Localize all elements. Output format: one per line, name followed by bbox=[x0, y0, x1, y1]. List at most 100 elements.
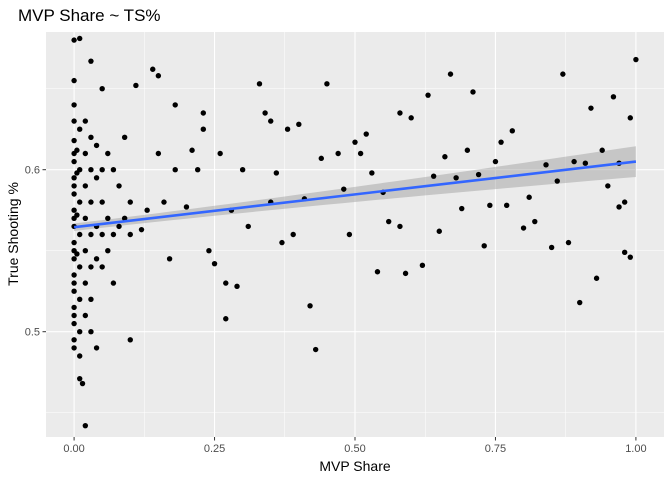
data-point bbox=[593, 275, 600, 281]
data-point bbox=[88, 134, 94, 140]
data-point bbox=[459, 205, 465, 212]
data-point bbox=[194, 167, 201, 173]
data-point bbox=[560, 71, 566, 77]
data-point bbox=[127, 231, 133, 238]
data-point bbox=[357, 150, 364, 157]
data-point bbox=[71, 77, 77, 84]
data-point bbox=[487, 202, 493, 209]
data-point bbox=[71, 239, 77, 246]
data-point bbox=[77, 264, 83, 270]
x-tick-label: 0.50 bbox=[344, 443, 365, 455]
data-point bbox=[189, 147, 195, 153]
data-point bbox=[71, 158, 77, 165]
data-point bbox=[71, 337, 77, 343]
data-point bbox=[155, 73, 162, 79]
data-point bbox=[273, 170, 280, 176]
data-point bbox=[318, 155, 324, 162]
data-point bbox=[82, 118, 89, 124]
y-axis-ticks: 0.5 0.6 bbox=[25, 165, 46, 339]
data-point bbox=[110, 280, 117, 286]
data-point bbox=[610, 94, 617, 100]
data-point bbox=[312, 346, 319, 353]
data-point bbox=[442, 154, 448, 160]
data-point bbox=[402, 270, 409, 277]
data-point bbox=[82, 312, 89, 319]
data-point bbox=[71, 312, 77, 319]
data-point bbox=[447, 71, 454, 77]
data-point bbox=[621, 249, 628, 256]
data-point bbox=[509, 128, 516, 134]
data-point bbox=[74, 212, 80, 218]
data-point bbox=[374, 269, 381, 275]
grid-lines bbox=[46, 32, 664, 437]
data-point bbox=[605, 183, 611, 189]
data-point bbox=[296, 121, 302, 128]
data-point bbox=[77, 199, 83, 205]
data-point bbox=[324, 81, 330, 87]
data-point bbox=[82, 150, 89, 157]
data-point bbox=[74, 251, 80, 257]
x-tick-label: 1.00 bbox=[625, 443, 646, 455]
data-point bbox=[71, 102, 77, 108]
data-point bbox=[133, 82, 139, 89]
data-point bbox=[211, 260, 218, 267]
x-tick-label: 0.25 bbox=[204, 443, 225, 455]
data-point bbox=[352, 139, 358, 145]
data-point bbox=[290, 231, 296, 238]
data-point bbox=[155, 150, 162, 157]
data-point bbox=[71, 288, 77, 294]
data-point bbox=[453, 175, 459, 181]
data-point bbox=[571, 158, 577, 165]
data-point bbox=[206, 248, 212, 254]
data-point bbox=[503, 202, 510, 209]
data-point bbox=[223, 316, 229, 322]
data-point bbox=[82, 280, 89, 286]
chart-title: MVP Share ~ TS% bbox=[18, 6, 161, 25]
data-point bbox=[71, 37, 77, 43]
data-point bbox=[166, 256, 173, 262]
data-point bbox=[492, 158, 499, 165]
data-point bbox=[93, 256, 100, 262]
data-point bbox=[279, 239, 285, 246]
data-point bbox=[621, 199, 628, 205]
x-tick-label: 0.75 bbox=[485, 443, 506, 455]
data-point bbox=[363, 131, 369, 137]
data-point bbox=[161, 199, 167, 205]
data-point bbox=[481, 243, 487, 249]
data-point bbox=[88, 329, 94, 335]
data-point bbox=[105, 248, 111, 254]
data-point bbox=[577, 299, 583, 306]
data-point bbox=[183, 204, 190, 210]
data-point bbox=[408, 115, 414, 121]
data-point bbox=[116, 223, 122, 230]
data-point bbox=[256, 81, 263, 87]
data-point bbox=[71, 137, 77, 144]
data-point bbox=[71, 272, 77, 278]
data-point bbox=[88, 167, 94, 173]
trend-line bbox=[73, 160, 637, 229]
data-point bbox=[172, 167, 178, 173]
data-point bbox=[616, 204, 622, 210]
data-point bbox=[71, 175, 77, 181]
data-point bbox=[369, 170, 375, 176]
data-point bbox=[532, 218, 538, 225]
y-axis-title: True Shooting % bbox=[5, 182, 21, 286]
data-point bbox=[77, 375, 83, 382]
data-point bbox=[543, 162, 549, 168]
data-point bbox=[71, 320, 77, 327]
data-point bbox=[341, 186, 347, 192]
data-point bbox=[110, 167, 117, 173]
data-point bbox=[127, 199, 133, 205]
data-point bbox=[430, 173, 437, 179]
data-point bbox=[77, 35, 83, 42]
data-point bbox=[71, 183, 77, 189]
data-point bbox=[520, 225, 527, 231]
data-point bbox=[498, 139, 504, 145]
data-point bbox=[88, 58, 94, 64]
data-point bbox=[284, 126, 291, 132]
data-point bbox=[138, 226, 145, 233]
data-point bbox=[144, 207, 150, 213]
data-point bbox=[548, 244, 555, 251]
y-tick-label: 0.6 bbox=[25, 165, 40, 177]
data-point bbox=[71, 191, 77, 197]
